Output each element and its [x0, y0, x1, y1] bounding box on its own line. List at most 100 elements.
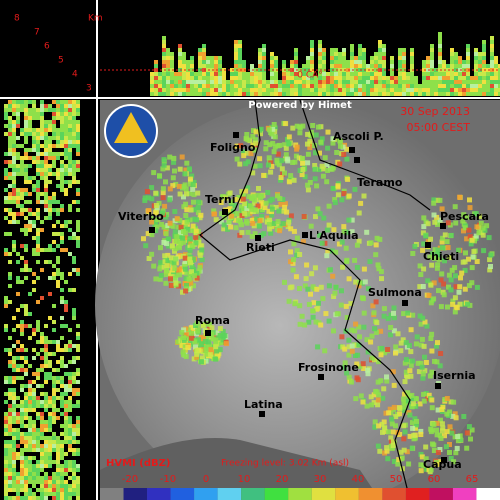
echo-cell	[388, 332, 394, 338]
scale-swatch	[170, 488, 195, 500]
echo-cell	[467, 205, 473, 211]
echo-cell	[339, 197, 345, 203]
echo-cell	[173, 272, 179, 278]
profile-cell	[44, 464, 48, 468]
echo-cell	[305, 151, 311, 157]
echo-cell	[375, 397, 381, 403]
profile-cell	[56, 212, 60, 216]
profile-cell	[48, 108, 52, 112]
echo-cell	[331, 227, 337, 233]
profile-cell	[262, 64, 266, 68]
profile-cell	[48, 172, 52, 176]
echo-cell	[252, 231, 258, 237]
echo-cell	[401, 396, 407, 402]
profile-cell	[354, 84, 358, 88]
echo-cell	[360, 399, 366, 405]
profile-cell	[24, 444, 28, 448]
profile-cell	[202, 88, 206, 92]
echo-cell	[241, 153, 247, 159]
echo-cell	[349, 348, 355, 354]
profile-cell	[458, 80, 462, 84]
profile-cell	[76, 224, 80, 228]
echo-cell	[356, 210, 362, 216]
profile-cell	[198, 72, 202, 76]
echo-cell	[252, 200, 257, 206]
echo-cell	[465, 301, 470, 307]
profile-cell	[342, 64, 346, 68]
echo-cell	[315, 206, 321, 212]
profile-cell	[450, 64, 454, 68]
city-marker	[205, 330, 211, 336]
profile-cell	[56, 444, 60, 448]
echo-cell	[173, 280, 179, 286]
echo-cell	[462, 225, 468, 231]
echo-cell	[326, 203, 332, 209]
echo-cell	[271, 221, 277, 226]
profile-cell	[8, 496, 12, 500]
profile-cell	[72, 116, 76, 120]
echo-cell	[186, 191, 192, 197]
profile-cell	[238, 48, 242, 52]
profile-cell	[446, 88, 450, 92]
profile-cell	[68, 132, 72, 136]
echo-cell	[453, 304, 459, 310]
profile-cell	[322, 48, 326, 52]
echo-cell	[348, 301, 354, 307]
echo-cell	[183, 276, 189, 282]
profile-cell	[16, 252, 20, 256]
echo-cell	[291, 257, 296, 263]
echo-cell	[484, 223, 490, 229]
profile-cell	[198, 80, 202, 84]
echo-cell	[331, 328, 336, 334]
echo-cell	[470, 254, 476, 260]
profile-cell	[40, 480, 44, 484]
profile-cell	[60, 364, 64, 368]
profile-cell	[76, 484, 80, 488]
profile-cell	[48, 104, 52, 108]
echo-cell	[422, 368, 428, 374]
profile-cell	[76, 188, 80, 192]
profile-cell	[410, 92, 414, 96]
profile-cell	[32, 288, 36, 292]
profile-cell	[24, 200, 28, 204]
echo-cell	[286, 219, 292, 225]
profile-cell	[16, 204, 20, 208]
echo-cell	[164, 165, 170, 171]
profile-cell	[386, 80, 390, 84]
echo-cell	[181, 229, 186, 234]
profile-cell	[298, 76, 302, 80]
echo-cell	[453, 284, 459, 290]
profile-cell	[64, 404, 68, 408]
echo-cell	[425, 221, 431, 227]
profile-cell	[28, 476, 32, 480]
profile-cell	[12, 456, 16, 460]
echo-cell	[305, 187, 311, 193]
echo-cell	[197, 265, 203, 271]
echo-cell	[434, 420, 440, 426]
echo-cell	[173, 181, 179, 187]
echo-cell	[279, 158, 285, 164]
echo-cell	[299, 172, 305, 178]
profile-cell	[40, 168, 44, 172]
profile-cell	[28, 220, 32, 224]
profile-cell	[52, 408, 56, 412]
profile-cell	[36, 200, 40, 204]
profile-cell	[274, 80, 278, 84]
echo-cell	[372, 326, 378, 332]
echo-cell	[179, 330, 185, 335]
profile-cell	[342, 92, 346, 96]
profile-cell	[206, 76, 210, 80]
echo-cell	[172, 168, 177, 174]
profile-cell	[358, 84, 362, 88]
echo-cell	[448, 232, 454, 238]
profile-cell	[178, 84, 182, 88]
profile-cell	[262, 84, 266, 88]
profile-cell	[202, 60, 206, 64]
city-label: Terni	[205, 193, 236, 206]
profile-cell	[52, 432, 56, 436]
profile-cell	[76, 324, 80, 328]
echo-cell	[375, 443, 381, 449]
echo-cell	[417, 313, 423, 319]
echo-cell	[250, 170, 256, 176]
profile-cell	[12, 240, 16, 244]
